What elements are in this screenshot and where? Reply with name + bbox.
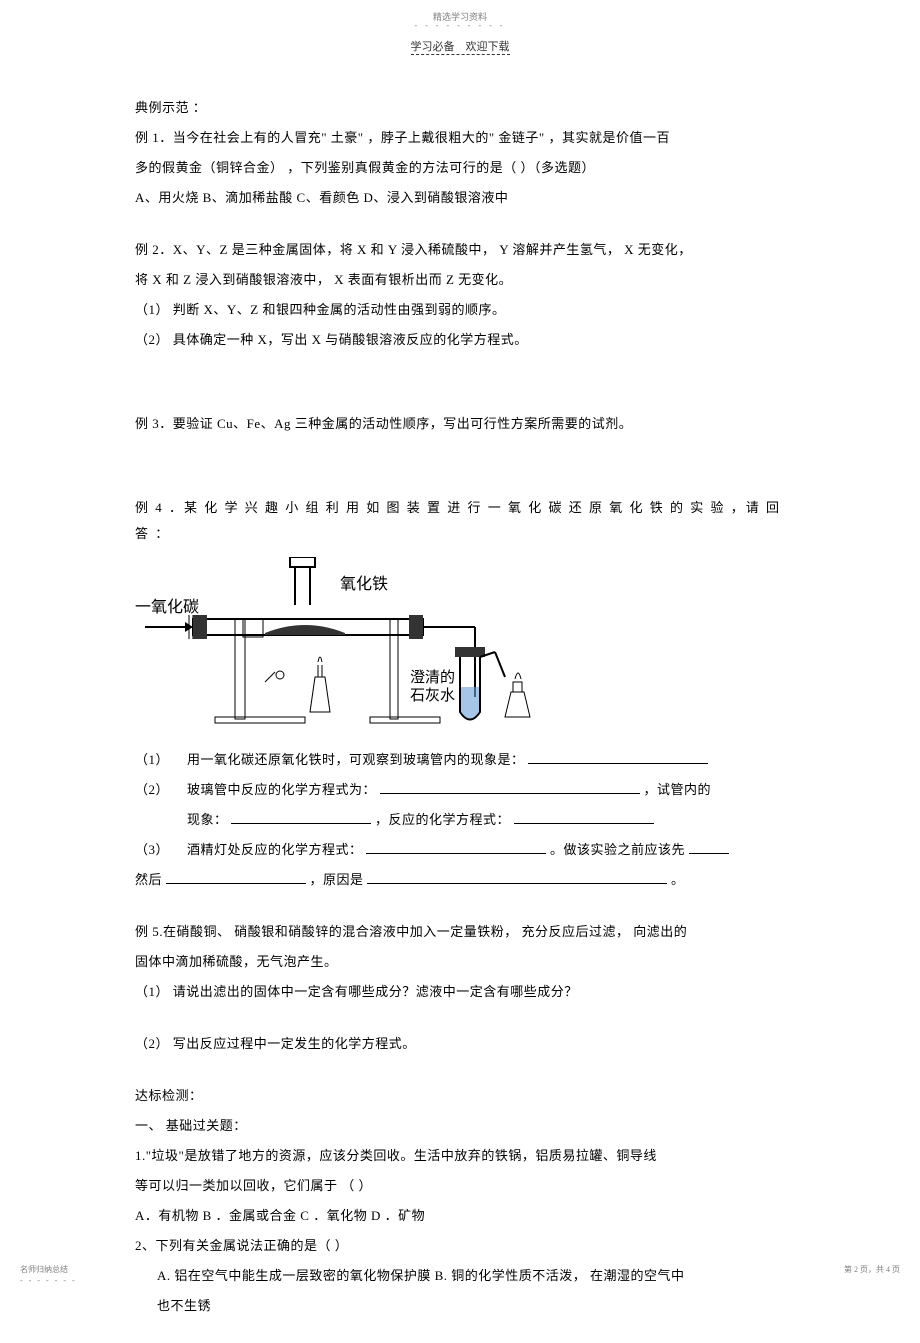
blank-line [366, 841, 546, 854]
ex4-q3-e: 。 [671, 872, 685, 887]
ex4-q2-b: ，试管内的 [644, 782, 712, 797]
blank-line [528, 751, 708, 764]
blank-line [689, 841, 729, 854]
q2-line-1: 2、下列有关金属说法正确的是（ ） [135, 1233, 785, 1259]
diagram-label-limewater-2: 石灰水 [410, 687, 455, 704]
header-sub-right: 欢迎下载 [466, 41, 510, 53]
diagram-label-limewater-1: 澄清的 [410, 669, 455, 686]
blank-line [231, 811, 371, 824]
ex4-q3-num: （3） [135, 837, 187, 863]
example-2-line-2: 将 X 和 Z 浸入到硝酸银溶液中， X 表面有银析出而 Z 无变化。 [135, 267, 785, 293]
example-1-line-3: A、用火烧 B、滴加稀盐酸 C、看颜色 D、浸入到硝酸银溶液中 [135, 185, 785, 211]
footer-right-text: 第 2 页，共 4 页 [844, 1264, 900, 1275]
ex4-q1-label: 用一氧化碳还原氧化铁时，可观察到玻璃管内的现象是： [187, 752, 525, 767]
experiment-diagram: 一氧化碳 氧化铁 [135, 557, 555, 737]
example-4-line-1: 例 4 ．某 化 学 兴 趣 小 组 利 用 如 图 装 置 进 行 一 氧 化… [135, 495, 785, 547]
example-2-line-3: （1） 判断 X、Y、Z 和银四种金属的活动性由强到弱的顺序。 [135, 297, 785, 323]
ex4-q3-c: 然后 [135, 872, 162, 887]
ex4-q2-text: 玻璃管中反应的化学方程式为： ，试管内的 [187, 777, 785, 803]
ex4-q3-a: 酒精灯处反应的化学方程式： [187, 842, 363, 857]
example-2-line-1: 例 2．X、Y、Z 是三种金属固体，将 X 和 Y 浸入稀硫酸中， Y 溶解并产… [135, 237, 785, 263]
ex4-q1-num: （1） [135, 747, 187, 773]
q2-line-2: A. 铝在空气中能生成一层致密的氧化物保护膜 B. 铜的化学性质不活泼， 在潮湿… [135, 1263, 785, 1289]
diagram-label-co: 一氧化碳 [135, 598, 199, 616]
ex4-q2-row2: 现象： ，反应的化学方程式： [135, 807, 785, 833]
ex4-q2-c: 现象： [187, 812, 228, 827]
diagram-label-fe2o3: 氧化铁 [340, 575, 388, 593]
example-5-line-4: （2） 写出反应过程中一定发生的化学方程式。 [135, 1031, 785, 1057]
check-subtitle: 一、 基础过关题： [135, 1113, 785, 1139]
header-top-text: 精选学习资料 [0, 0, 920, 23]
ex4-q3-text: 酒精灯处反应的化学方程式： 。做该实验之前应该先 [187, 837, 785, 863]
ex4-q1-row: （1） 用一氧化碳还原氧化铁时，可观察到玻璃管内的现象是： [135, 747, 785, 773]
section-title-examples: 典例示范 ： [135, 95, 785, 121]
blank-line [166, 871, 306, 884]
example-1-line-2: 多的假黄金（铜锌合金） ，下列鉴别真假黄金的方法可行的是（ ）（多选题） [135, 155, 785, 181]
ex4-q2-a: 玻璃管中反应的化学方程式为： [187, 782, 376, 797]
check-title: 达标检测： [135, 1083, 785, 1109]
header-subtitle-wrap: 学习必备 欢迎下载 [0, 30, 920, 55]
blank-line [367, 871, 667, 884]
example-5-line-2: 固体中滴加稀硫酸，无气泡产生。 [135, 949, 785, 975]
q1-line-2: 等可以归一类加以回收，它们属于 （ ） [135, 1173, 785, 1199]
q2-line-3: 也不生锈 [135, 1293, 785, 1319]
blank-line [514, 811, 654, 824]
example-1-line-1: 例 1．当今在社会上有的人冒充" 土豪" ，脖子上戴很粗大的" 金链子" ，其实… [135, 125, 785, 151]
ex4-q3-d: ，原因是 [310, 872, 364, 887]
ex4-q2-num: （2） [135, 777, 187, 803]
footer-left-dots: - - - - - - - [20, 1276, 77, 1285]
example-5-line-1: 例 5.在硝酸铜、 硝酸银和硝酸锌的混合溶液中加入一定量铁粉， 充分反应后过滤，… [135, 919, 785, 945]
example-5-line-3: （1） 请说出滤出的固体中一定含有哪些成分？滤液中一定含有哪些成分？ [135, 979, 785, 1005]
q1-line-1: 1."垃圾"是放错了地方的资源，应该分类回收。生活中放弃的铁锅，铝质易拉罐、铜导… [135, 1143, 785, 1169]
example-3-line-1: 例 3．要验证 Cu、Fe、Ag 三种金属的活动性顺序，写出可行性方案所需要的试… [135, 411, 785, 437]
ex4-q1-text: 用一氧化碳还原氧化铁时，可观察到玻璃管内的现象是： [187, 747, 785, 773]
footer-left-text: 名师归纳总结 [20, 1264, 68, 1275]
example-2-line-4: （2） 具体确定一种 X，写出 X 与硝酸银溶液反应的化学方程式。 [135, 327, 785, 353]
blank-line [380, 781, 640, 794]
ex4-q2-d: ，反应的化学方程式： [375, 812, 510, 827]
ex4-q3-b: 。做该实验之前应该先 [550, 842, 685, 857]
header-dots: - - - - - - - - - [0, 21, 920, 30]
ex4-q3-row2: 然后 ，原因是 。 [135, 867, 785, 893]
header-subtitle: 学习必备 欢迎下载 [411, 38, 510, 55]
q1-line-3: A．有机物 B ．金属或合金 C ．氧化物 D ．矿物 [135, 1203, 785, 1229]
ex4-q2-row: （2） 玻璃管中反应的化学方程式为： ，试管内的 [135, 777, 785, 803]
ex4-q3-row: （3） 酒精灯处反应的化学方程式： 。做该实验之前应该先 [135, 837, 785, 863]
document-content: 典例示范 ： 例 1．当今在社会上有的人冒充" 土豪" ，脖子上戴很粗大的" 金… [0, 55, 920, 1343]
header-sub-left: 学习必备 [411, 41, 455, 53]
